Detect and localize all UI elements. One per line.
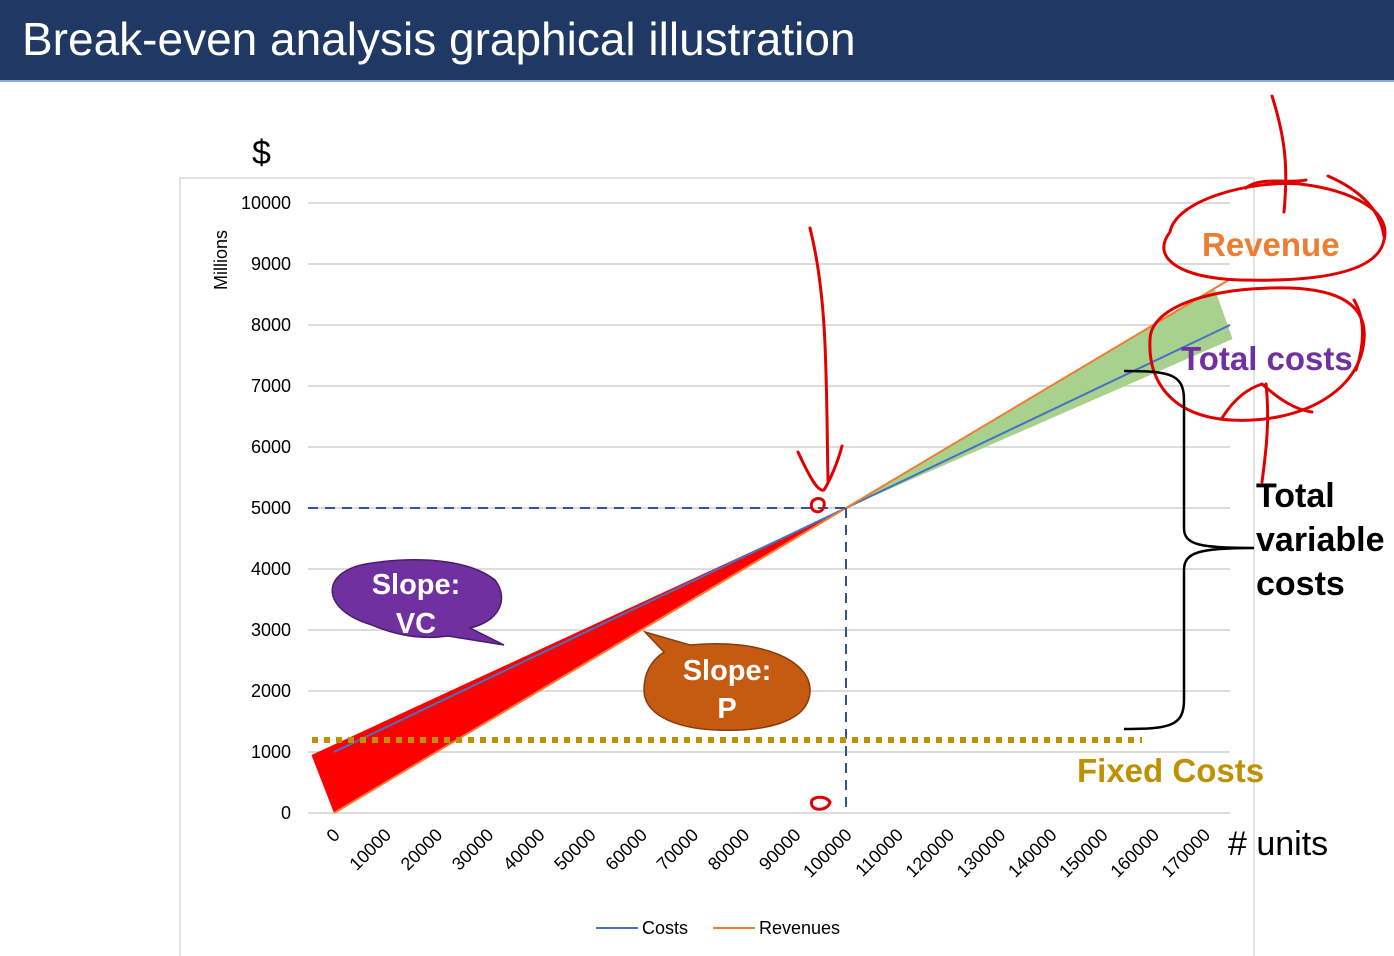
- y-tick-label: 9000: [251, 254, 291, 274]
- slope-p-line1: Slope:: [683, 655, 772, 687]
- x-tick-label: 40000: [499, 825, 549, 875]
- x-tick-labels: 0 10000 20000 30000 40000 50000 60000 70000 8000…: [323, 825, 1215, 882]
- slope-p-bubble: [642, 630, 811, 732]
- slide-title: Break-even analysis graphical illustrati…: [22, 13, 856, 65]
- x-tick-label: 20000: [397, 825, 447, 875]
- annotation-labels: Slope: VC Slope: P $ # units Revenue Total cost…: [252, 134, 1385, 863]
- y-tick-label: 4000: [251, 559, 291, 579]
- loss-area: [311, 508, 846, 813]
- chart-frame: [179, 177, 1255, 956]
- x-tick-label: 130000: [953, 825, 1010, 882]
- total-costs-link: [1260, 382, 1270, 484]
- x-tick-label: 80000: [704, 825, 754, 875]
- slope-vc-bubble: [331, 559, 505, 646]
- y-tick-label: 7000: [251, 376, 291, 396]
- x-tick-label: 50000: [550, 825, 600, 875]
- x-tick-label: 100000: [799, 825, 856, 882]
- profit-area: [846, 288, 1233, 508]
- total-costs-circle: [1148, 286, 1366, 422]
- revenue-circle: [1162, 181, 1387, 282]
- x-tick-label: 90000: [755, 825, 805, 875]
- revenue-circle-tail: [1326, 174, 1386, 238]
- x-tick-label: 150000: [1055, 825, 1112, 882]
- title-bar: Break-even analysis graphical illustrati…: [0, 0, 1394, 82]
- slope-vc-line1: Slope:: [372, 569, 461, 601]
- legend-costs-label: Costs: [642, 918, 688, 938]
- profit-loss-areas: [311, 288, 1233, 813]
- x-tick-label: 110000: [851, 825, 907, 881]
- x-tick-label: 30000: [448, 825, 498, 875]
- break-even-mark: [809, 497, 826, 514]
- y-tick-label: 10000: [241, 193, 291, 213]
- legend-revenues-label: Revenues: [759, 918, 840, 938]
- x-tick-label: 0: [323, 825, 344, 846]
- arrow-shaft: [808, 226, 830, 482]
- total-costs-scribble: [1220, 382, 1314, 420]
- x-tick-label: 160000: [1106, 825, 1163, 882]
- y-tick-label: 5000: [251, 498, 291, 518]
- x-tick-label: 120000: [902, 825, 959, 882]
- y-tick-label: 1000: [251, 742, 291, 762]
- legend: Costs Revenues: [596, 918, 840, 938]
- total-costs-circle-tail: [1352, 298, 1364, 372]
- x-tick-label: 70000: [653, 825, 703, 875]
- slope-p-line2: P: [717, 693, 736, 725]
- x-tick-label: 10000: [345, 825, 395, 875]
- x-tick-label: 170000: [1158, 825, 1215, 882]
- y-tick-label: 8000: [251, 315, 291, 335]
- fixed-costs-label: Fixed Costs: [1077, 752, 1264, 789]
- series-lines: [333, 278, 1231, 814]
- total-variable-costs-label: variable: [1256, 521, 1385, 559]
- revenues-line: [333, 278, 1231, 814]
- y-tick-label: 0: [281, 803, 291, 823]
- total-variable-costs-label: Total: [1256, 477, 1335, 515]
- total-costs-label: Total costs: [1181, 340, 1353, 377]
- slope-vc-line2: VC: [396, 608, 436, 640]
- y-tick-labels: 0 1000 2000 3000 4000 5000 6000 7000 8000 9000 100…: [211, 193, 291, 823]
- top-ink-stroke: [1270, 94, 1288, 214]
- y-tick-label: 2000: [251, 681, 291, 701]
- x-tick-label: 140000: [1004, 825, 1061, 882]
- reference-lines: [308, 507, 1142, 813]
- x-tick-label: 60000: [601, 825, 651, 875]
- total-variable-costs-label: costs: [1256, 565, 1345, 603]
- y-axis-label: Millions: [211, 230, 231, 290]
- y-unit-label: $: [252, 134, 271, 172]
- axis-mark: [810, 795, 832, 811]
- revenue-label: Revenue: [1202, 226, 1340, 263]
- x-unit-label: # units: [1228, 825, 1328, 863]
- y-tick-label: 6000: [251, 437, 291, 457]
- variable-costs-brace: [1123, 369, 1255, 731]
- hand-annotations: [796, 94, 1387, 811]
- arrow-head: [796, 444, 844, 492]
- costs-line: [333, 324, 1231, 753]
- y-tick-label: 3000: [251, 620, 291, 640]
